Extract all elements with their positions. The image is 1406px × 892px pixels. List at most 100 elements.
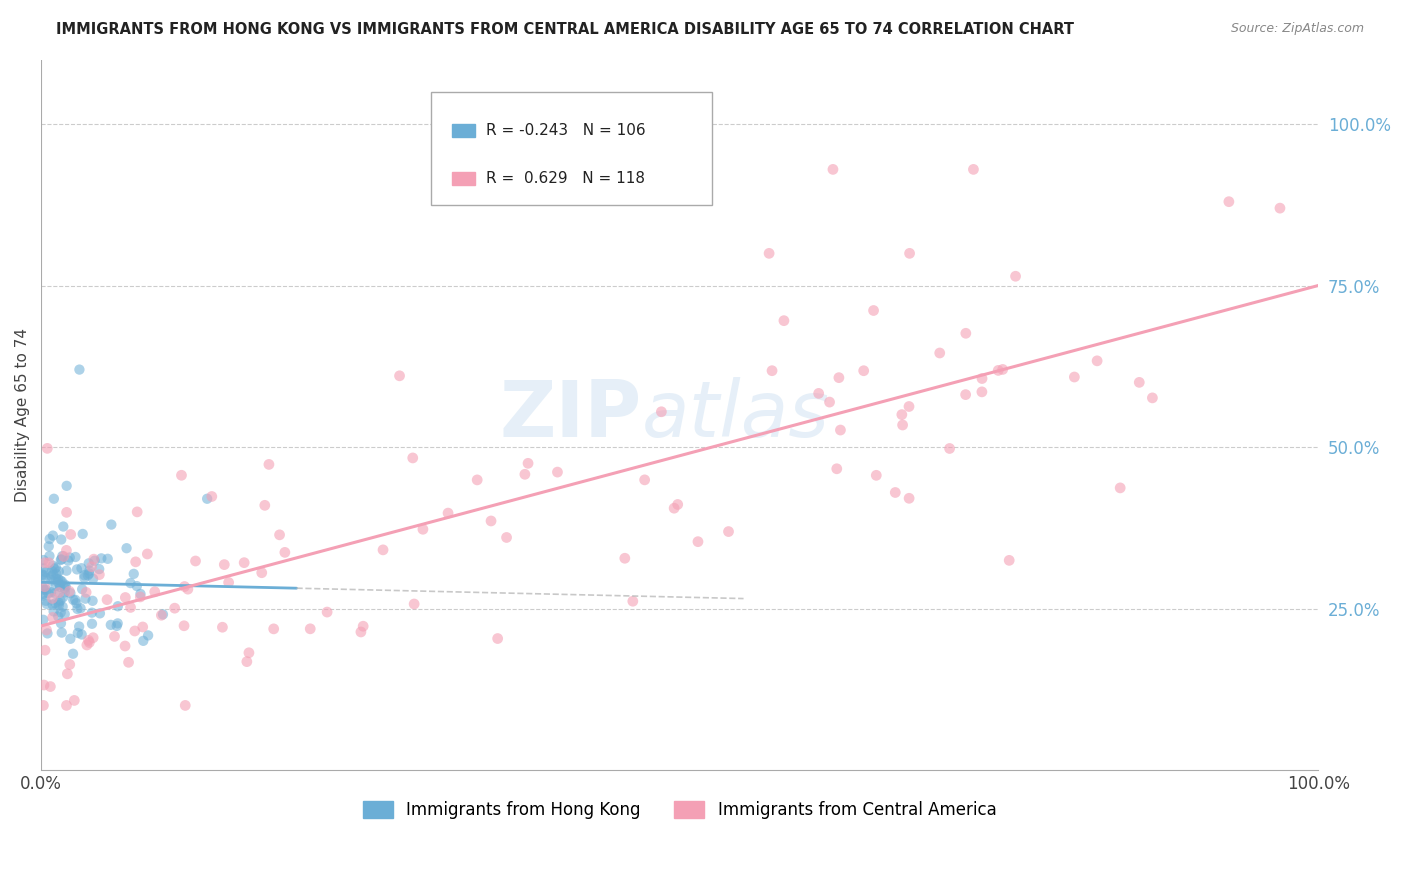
Point xyxy=(32,553,55,567)
Point xyxy=(1128,376,1150,390)
Point xyxy=(97,551,120,566)
Point xyxy=(66,602,89,616)
Point xyxy=(83,552,105,566)
Point xyxy=(136,628,159,642)
Point xyxy=(170,468,193,483)
Point xyxy=(100,517,122,532)
Point xyxy=(55,479,77,493)
Point xyxy=(898,491,921,506)
Point xyxy=(48,599,70,613)
Point xyxy=(52,519,75,533)
Point xyxy=(96,592,118,607)
Point xyxy=(46,572,69,586)
Point xyxy=(79,564,101,578)
Point xyxy=(59,586,82,600)
Point xyxy=(214,558,236,572)
Point xyxy=(34,565,56,579)
Point xyxy=(120,600,142,615)
Point xyxy=(122,566,145,581)
Point xyxy=(66,562,89,576)
Point xyxy=(42,567,65,582)
Point xyxy=(991,362,1014,376)
Point xyxy=(437,506,460,520)
Point xyxy=(41,569,63,583)
Point xyxy=(65,596,87,610)
Point xyxy=(34,556,56,570)
Point xyxy=(650,405,672,419)
Point xyxy=(77,566,100,581)
Point xyxy=(412,522,434,536)
Point xyxy=(253,499,276,513)
Point xyxy=(107,616,129,631)
Point xyxy=(891,417,914,432)
Point xyxy=(41,598,63,612)
Point xyxy=(201,490,224,504)
Point xyxy=(49,606,72,620)
Point xyxy=(51,549,73,563)
Text: R =  0.629   N = 118: R = 0.629 N = 118 xyxy=(485,170,644,186)
Point xyxy=(998,553,1021,567)
Point xyxy=(898,246,921,260)
Point xyxy=(184,554,207,568)
Point xyxy=(120,576,142,591)
Point xyxy=(76,638,98,652)
Point xyxy=(402,450,425,465)
Point xyxy=(821,162,844,177)
Text: R = -0.243   N = 106: R = -0.243 N = 106 xyxy=(485,123,645,137)
Point xyxy=(41,574,63,588)
Point xyxy=(39,680,62,694)
Point xyxy=(152,607,174,622)
Point xyxy=(44,586,66,600)
Point xyxy=(31,589,53,603)
Point xyxy=(404,597,426,611)
Point xyxy=(35,597,58,611)
Point xyxy=(45,572,67,586)
Point xyxy=(82,631,104,645)
Point xyxy=(129,590,152,604)
Point xyxy=(479,514,502,528)
Point xyxy=(51,574,73,589)
Point xyxy=(67,619,90,633)
Point xyxy=(884,485,907,500)
Point xyxy=(38,556,60,570)
Point xyxy=(211,620,233,634)
Point xyxy=(486,632,509,646)
Point xyxy=(124,555,146,569)
Point xyxy=(73,568,96,582)
Point xyxy=(80,616,103,631)
Point xyxy=(150,608,173,623)
Point xyxy=(1085,354,1108,368)
Point xyxy=(75,585,97,599)
Point xyxy=(77,633,100,648)
Text: Source: ZipAtlas.com: Source: ZipAtlas.com xyxy=(1230,22,1364,36)
Point xyxy=(49,574,72,588)
Point xyxy=(82,572,104,586)
Point xyxy=(55,505,77,519)
Point xyxy=(80,606,103,620)
Point xyxy=(67,362,90,376)
Point xyxy=(82,594,104,608)
Point xyxy=(73,571,96,585)
Point xyxy=(233,556,256,570)
Point xyxy=(89,562,111,576)
Point xyxy=(44,596,66,610)
Y-axis label: Disability Age 65 to 74: Disability Age 65 to 74 xyxy=(15,327,30,502)
Point xyxy=(513,467,536,482)
Point xyxy=(269,528,291,542)
Point xyxy=(42,558,65,573)
Point xyxy=(70,582,93,596)
Point xyxy=(970,371,993,385)
Point xyxy=(70,561,93,575)
Point xyxy=(105,619,128,633)
Point xyxy=(717,524,740,539)
Point xyxy=(76,568,98,582)
Point xyxy=(77,557,100,571)
Point xyxy=(195,491,218,506)
Point xyxy=(32,698,55,713)
Point xyxy=(955,387,977,401)
Point xyxy=(257,458,280,472)
Bar xyxy=(453,124,475,136)
Point xyxy=(465,473,488,487)
Point xyxy=(174,698,197,713)
Point xyxy=(825,462,848,476)
